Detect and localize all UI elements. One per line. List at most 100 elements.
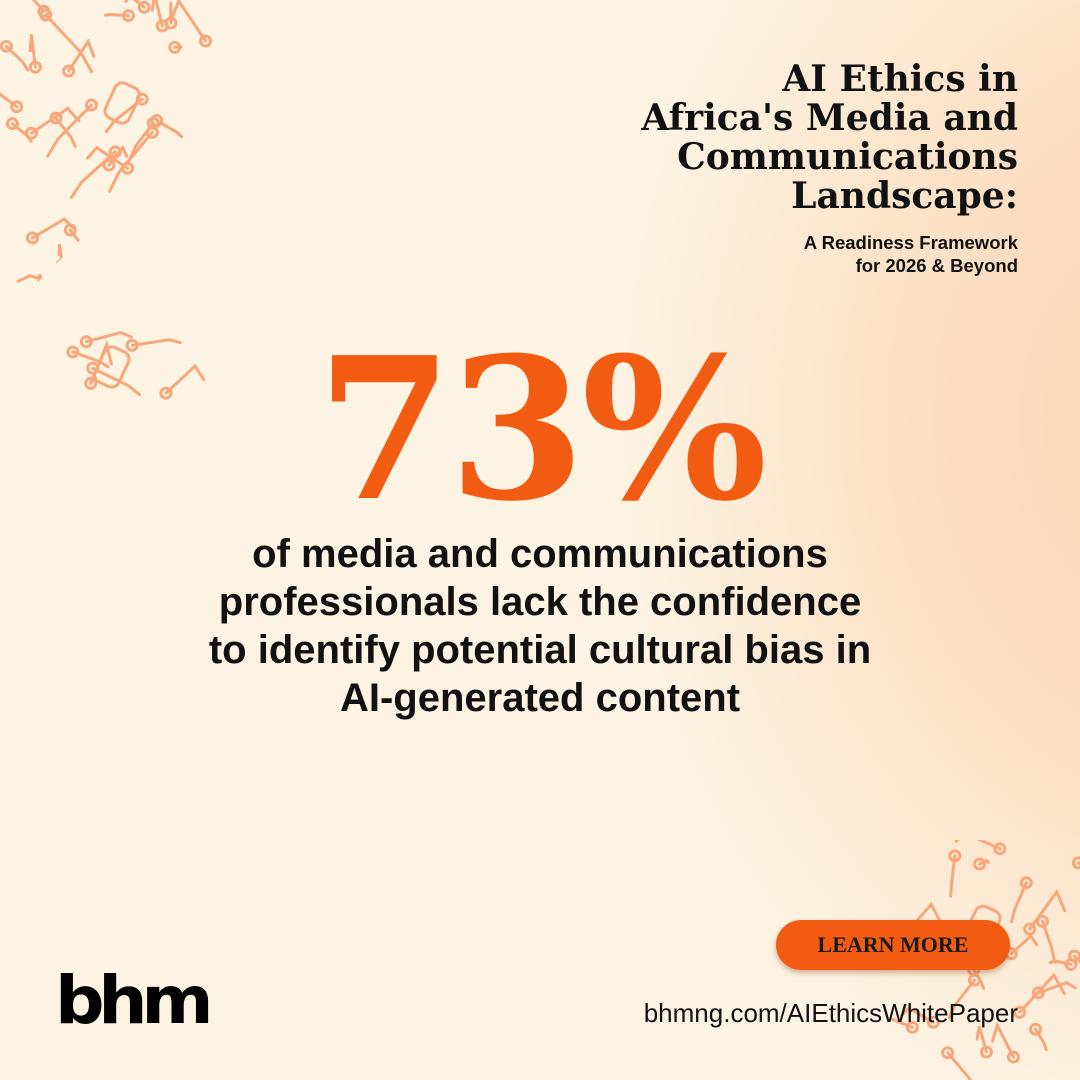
circuit-trace [0, 88, 19, 109]
circuit-trace [84, 330, 133, 344]
circuit-node [1031, 986, 1045, 1000]
circuit-trace [91, 366, 142, 397]
circuit-node [1006, 1050, 1020, 1064]
learn-more-button[interactable]: LEARN MORE [776, 920, 1010, 970]
circuit-node [948, 849, 962, 863]
website-link[interactable]: bhmng.com/AIEthicsWhitePaper [643, 998, 1018, 1028]
circuit-node [241, 90, 255, 104]
circuit-trace [130, 338, 182, 347]
circuit-node [168, 40, 182, 54]
circuit-node [1019, 876, 1033, 890]
circuit-trace [16, 274, 71, 289]
circuit-trace [239, 256, 269, 277]
description-line: AI-generated content [339, 676, 741, 720]
circuit-trace [890, 1016, 914, 1029]
title-line: Africa's Media and [641, 97, 1018, 139]
circuit-node [84, 376, 98, 390]
circuit-trace [946, 1051, 972, 1080]
circuit-pattern-icon [0, 0, 269, 400]
circuit-node [941, 1046, 955, 1060]
subtitle: A Readiness Framework for 2026 & Beyond [804, 231, 1018, 277]
circuit-trace [28, 34, 37, 69]
circuit-node [145, 125, 159, 139]
circuit-node [234, 251, 248, 265]
circuit-trace [46, 103, 93, 158]
circuit-node [165, 254, 179, 268]
title-line: Landscape: [791, 175, 1018, 217]
circuit-trace [86, 145, 130, 170]
circuit-node [1071, 856, 1080, 870]
circuit-trace [169, 0, 208, 43]
circuit-node [0, 39, 13, 53]
stat-description: of media and communications professional… [90, 530, 990, 722]
circuit-node [49, 111, 63, 125]
circuit-trace [975, 1025, 988, 1054]
circuit-trace [117, 257, 130, 264]
circuit-trace [107, 144, 129, 167]
circuit-trace [1028, 889, 1067, 931]
circuit-trace [954, 840, 1002, 851]
circuit-trace [1009, 881, 1028, 924]
circuit-trace [142, 259, 174, 303]
circuit-trace [31, 217, 76, 240]
circuit-trace [4, 44, 30, 72]
circuit-node [5, 117, 19, 131]
circuit-trace [1073, 954, 1080, 964]
circuit-trace [164, 363, 206, 395]
page-title: AI Ethics in Africa's Media and Communic… [641, 60, 1018, 216]
circuit-node [107, 245, 121, 259]
stat-value: 73% [316, 315, 768, 545]
circuit-node [159, 386, 173, 400]
circuit-trace [68, 228, 110, 288]
circuit-node [37, 4, 51, 18]
circuit-trace [947, 978, 976, 1020]
circuit-node [62, 280, 76, 294]
circuit-trace [1009, 933, 1039, 956]
circuit-node [28, 60, 42, 74]
circuit-node [1023, 922, 1037, 936]
circuit-trace [1018, 972, 1066, 1014]
bhm-logo: bhm [55, 962, 214, 1039]
subtitle-line: for 2026 & Beyond [855, 255, 1018, 276]
circuit-trace [107, 243, 116, 254]
circuit-trace [54, 116, 77, 149]
circuit-trace [138, 218, 177, 251]
circuit-node [112, 255, 126, 269]
title-line: AI Ethics in [782, 58, 1018, 100]
circuit-node [121, 9, 135, 23]
circuit-node [66, 345, 80, 359]
circuit-trace [108, 130, 154, 193]
circuit-trace [57, 243, 64, 267]
circuit-node [37, 289, 51, 303]
circuit-node [993, 842, 1007, 856]
circuit-node [137, 0, 151, 14]
circuit-node [1029, 1022, 1043, 1036]
circuit-node [55, 258, 69, 272]
circuit-trace [1036, 981, 1077, 995]
circuit-node [905, 1020, 919, 1034]
circuit-trace [1040, 919, 1057, 964]
circuit-node [155, 19, 169, 33]
description-line: professionals lack the confidence [218, 580, 862, 624]
circuit-node [125, 338, 139, 352]
circuit-node [1013, 1005, 1027, 1019]
circuit-node [84, 98, 98, 112]
chip-icon [103, 81, 141, 125]
circuit-trace [67, 38, 96, 73]
circuit-node [1035, 914, 1049, 928]
title-line: Communications [677, 136, 1018, 178]
circuit-node [79, 335, 93, 349]
circuit-node [979, 1045, 993, 1059]
circuit-node [199, 34, 213, 48]
circuit-trace [978, 858, 990, 866]
circuit-trace [44, 13, 93, 73]
description-line: to identify potential cultural bias in [208, 628, 872, 672]
circuit-trace [990, 1021, 1015, 1059]
circuit-node [926, 1015, 940, 1029]
circuit-trace [949, 854, 957, 898]
description-line: of media and communications [252, 532, 828, 576]
circuit-node [26, 231, 40, 245]
circuit-node [10, 100, 24, 114]
subtitle-line: A Readiness Framework [803, 232, 1018, 253]
circuit-node [102, 158, 116, 172]
